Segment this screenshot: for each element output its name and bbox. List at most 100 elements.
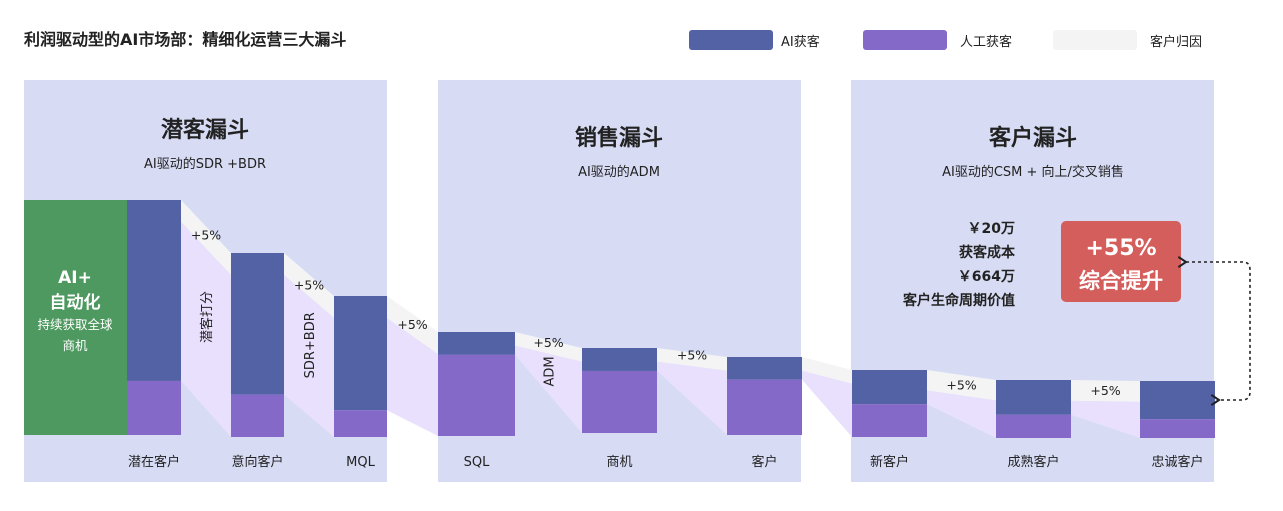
bar-ai-segment [996, 380, 1071, 415]
connector: +5% ADM [515, 332, 582, 433]
ai-block-line2: 自动化 [50, 292, 101, 313]
bar-manual-segment [727, 379, 802, 435]
bar-manual-segment [127, 380, 181, 435]
connector-attribution-band [927, 370, 996, 401]
highlight-label: 综合提升 [1079, 269, 1163, 293]
stage-bar [127, 200, 181, 435]
ai-block-line3: 持续获取全球 [37, 317, 113, 332]
highlight-value: +55% [1085, 236, 1156, 261]
connector: +5% [387, 296, 438, 436]
bar-manual-segment [1140, 419, 1215, 438]
bar-ai-segment [852, 370, 927, 405]
connector-percent: +5% [397, 317, 427, 332]
ltv-value: ￥664万 [958, 269, 1015, 285]
connector-flow-band [802, 370, 852, 437]
connector-percent: +5% [1090, 383, 1120, 398]
stage-label: 客户 [751, 454, 777, 470]
stage-label: 商机 [606, 455, 632, 470]
connector-label: ADM [543, 356, 558, 386]
cac-value: ￥20万 [968, 221, 1015, 237]
connector: +5% [657, 347, 727, 435]
connector-attribution-band [802, 357, 852, 384]
connector-flow-band [181, 222, 231, 437]
stage-label: 潜在客户 [128, 454, 180, 470]
connector: +5% [1071, 380, 1140, 438]
panel-subtitle: AI驱动的ADM [578, 164, 660, 180]
stage-label: 意向客户 [231, 454, 283, 470]
connector [802, 357, 852, 437]
ai-block-line1: AI+ [58, 268, 92, 288]
connector-attribution-band [387, 296, 438, 354]
stage-labels: 潜在客户 意向客户 MQL SQL 商机 客户 新客户 成熟客户 忠诚客户 [128, 454, 1204, 470]
stage-bar [231, 253, 284, 437]
cac-label: 获客成本 [959, 244, 1016, 261]
connector-flow-band [515, 345, 582, 433]
connector-label: 潜客打分 [199, 291, 215, 343]
bar-ai-segment [727, 357, 802, 380]
highlight-background [1061, 221, 1181, 302]
connector-flow-band [284, 275, 334, 437]
legend: AI获客 人工获客 客户归因 [689, 30, 1202, 50]
connector-label: SDR+BDR [303, 312, 318, 378]
bar-ai-segment [231, 253, 284, 395]
connector: +5% [927, 370, 996, 438]
ai-block-background [24, 200, 127, 435]
ltv-label: 客户生命周期价值 [902, 292, 1015, 309]
metrics: ￥20万 获客成本 ￥664万 客户生命周期价值 [902, 221, 1016, 309]
connectors: +5% 潜客打分 +5% SDR+BDR +5% +5% ADM +5% +5% +5% [181, 200, 1140, 438]
connector-percent: +5% [677, 347, 707, 362]
connector: +5% SDR+BDR [284, 253, 334, 437]
panel-title: 潜客漏斗 [161, 117, 249, 143]
connector-percent: +5% [946, 377, 976, 392]
stage-bar [996, 380, 1071, 438]
legend-swatch-attribution [1053, 30, 1137, 50]
ai-block-line4: 商机 [62, 338, 88, 353]
legend-label-ai: AI获客 [781, 34, 820, 50]
panel-title: 销售漏斗 [575, 125, 663, 151]
bar-manual-segment [582, 370, 657, 433]
connector-attribution-band [657, 348, 727, 371]
stage-label: 忠诚客户 [1151, 454, 1203, 470]
diagram-title: 利润驱动型的AI市场部：精细化运营三大漏斗 [24, 30, 346, 49]
stage-bar [582, 348, 657, 433]
connector-flow-band [1071, 400, 1140, 438]
stage-label: MQL [346, 455, 375, 470]
stage-bar [438, 332, 515, 436]
highlight-badge: +55% 综合提升 [1061, 221, 1181, 302]
legend-swatch-ai [689, 30, 773, 50]
bar-manual-segment [231, 394, 284, 437]
connector-attribution-band [1071, 380, 1140, 402]
panel-title: 客户漏斗 [989, 125, 1077, 151]
bar-ai-segment [334, 296, 387, 411]
bar-ai-segment [582, 348, 657, 371]
connector-attribution-band [515, 332, 582, 362]
stage-bar [727, 357, 802, 435]
bar-manual-segment [438, 354, 515, 436]
stage-bar [334, 296, 387, 437]
bar-ai-segment [438, 332, 515, 355]
legend-label-attribution: 客户归因 [1150, 34, 1202, 50]
bar-ai-segment [1140, 381, 1215, 420]
connector-attribution-band [181, 200, 231, 275]
bar-manual-segment [996, 414, 1071, 438]
connector: +5% 潜客打分 [181, 200, 231, 437]
stage-label: SQL [464, 455, 490, 470]
loop-arrow-icon [1177, 256, 1251, 406]
connector-percent: +5% [191, 228, 221, 243]
stage-label: 新客户 [870, 454, 909, 470]
connector-percent: +5% [294, 278, 324, 293]
bar-manual-segment [334, 410, 387, 437]
stage-bar [1140, 381, 1215, 438]
bar-manual-segment [852, 404, 927, 437]
connector-flow-band [657, 361, 727, 435]
ai-automation-block: AI+ 自动化 持续获取全球 商机 [24, 200, 127, 435]
legend-swatch-manual [863, 30, 947, 50]
stage-bar [852, 370, 927, 437]
legend-label-manual: 人工获客 [960, 34, 1012, 50]
panel-subtitle: AI驱动的CSM + 向上/交叉销售 [942, 164, 1124, 180]
bar-ai-segment [127, 200, 181, 381]
connector-flow-band [927, 390, 996, 438]
connector-percent: +5% [533, 335, 563, 350]
funnel-bars [127, 200, 1215, 438]
